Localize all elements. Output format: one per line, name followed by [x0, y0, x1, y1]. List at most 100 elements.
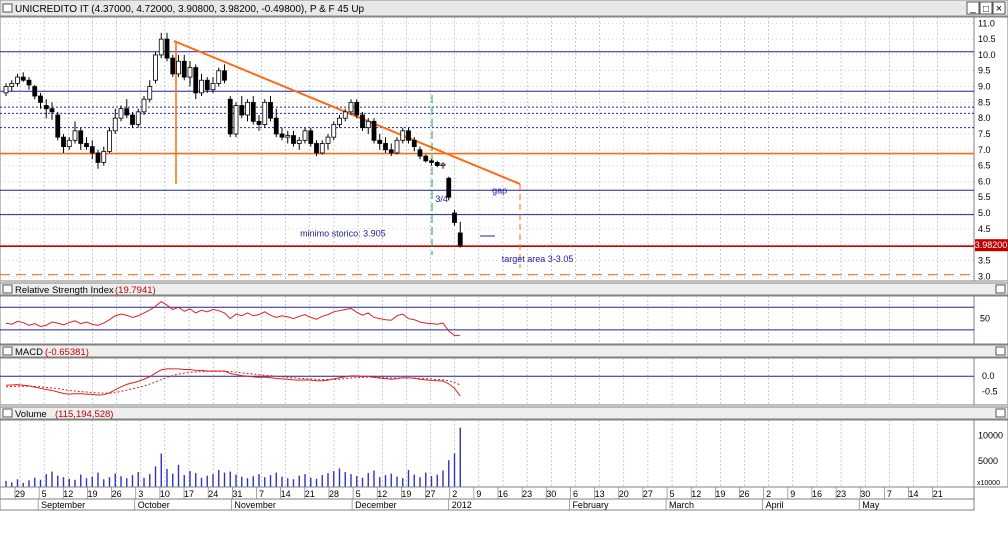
month-tick-label: December [355, 500, 397, 510]
candle-body [124, 108, 130, 116]
day-tick-label: 27 [643, 489, 653, 499]
price-tick-label: 9.5 [978, 66, 991, 76]
candle-body [285, 135, 291, 138]
candle-body [262, 101, 268, 125]
volume-header [0, 406, 1008, 420]
day-axis-row [0, 486, 975, 500]
volume-panel-icon [2, 408, 13, 418]
candle-body [273, 117, 279, 135]
candle-body [222, 70, 227, 81]
candle-body [371, 120, 377, 141]
candle-body [256, 120, 262, 125]
day-tick-label: 5 [670, 489, 675, 499]
day-tick-label: 7 [887, 489, 892, 499]
volume-layer: Volume (115,194,528) 10000 5000 x10000 [0, 408, 1008, 488]
day-tick-label: 30 [860, 489, 870, 499]
day-tick-label: 12 [63, 489, 73, 499]
price-tick-label: 10.5 [978, 34, 996, 44]
candle-body [38, 95, 43, 103]
month-tick-label: September [41, 500, 85, 510]
volume-resize-button[interactable] [995, 408, 1006, 418]
candle-body [84, 143, 89, 148]
day-tick-label: 10 [160, 489, 170, 499]
day-tick-label: 31 [232, 489, 242, 499]
price-axis [973, 16, 1008, 282]
candle-body [216, 70, 222, 84]
price-tick-label: 8.0 [978, 113, 991, 123]
candle-body [204, 79, 210, 91]
day-tick-label: 26 [739, 489, 749, 499]
volume-tick-label: 5000 [978, 456, 998, 466]
candle-body [135, 111, 141, 125]
volume-axis [973, 419, 1008, 488]
title-bar [0, 0, 1008, 17]
price-panel [0, 16, 975, 282]
macd-header [0, 344, 1008, 358]
candle-body [250, 101, 256, 122]
day-tick-label: 29 [15, 489, 25, 499]
price-tick-label: 11.0 [978, 18, 995, 28]
candle-body [176, 60, 181, 75]
price-annotation: 3/4 [435, 194, 448, 204]
candle-body [239, 105, 245, 116]
candle-body [452, 212, 457, 223]
rsi-tick-label: 50 [980, 314, 990, 324]
price-tick-label: 6.5 [978, 161, 991, 171]
macd-line [5, 368, 461, 397]
candle-body [406, 130, 411, 141]
candle-body [147, 86, 153, 100]
day-tick-label: 6 [573, 489, 578, 499]
candle-body [314, 143, 319, 154]
rsi-header [0, 282, 1008, 296]
rsi-value-label: (19.7941) [115, 285, 156, 296]
day-tick-label: 14 [281, 489, 291, 499]
candle-body [417, 149, 423, 157]
rsi-axis [973, 295, 1008, 345]
candle-body [331, 124, 337, 138]
candle-body [118, 108, 124, 119]
rsi-resize-button[interactable] [995, 284, 1006, 294]
candle-body [49, 108, 55, 113]
candle-body [377, 139, 383, 144]
candle-body [153, 54, 158, 81]
close-button[interactable]: × [992, 1, 1006, 15]
candle-body [20, 76, 26, 81]
month-tick-label: March [669, 500, 694, 510]
candlesticks [3, 32, 463, 248]
candle-body [457, 232, 463, 246]
price-tick-label: 7.5 [978, 129, 991, 139]
month-tick-label: November [234, 500, 276, 510]
macd-panel-icon [2, 346, 13, 356]
candle-body [55, 114, 61, 138]
day-tick-label: 9 [790, 489, 795, 499]
time-axis: 29 5 12 19 26 3 10 17 24 31 7 14 21 28 5 12 19 27 2 9 16 23 30… [0, 486, 975, 511]
day-tick-label: 16 [498, 489, 508, 499]
day-tick-label: 30 [546, 489, 556, 499]
last-price-label: 3.98200 [975, 240, 1008, 250]
candle-body [365, 120, 371, 129]
maximize-icon: □ [983, 4, 989, 15]
rsi-line [5, 301, 461, 337]
month-tick-label: October [138, 500, 170, 510]
candle-body [130, 114, 135, 125]
window-title: UNICREDITO IT (4.37000, 4.72000, 3.90800… [15, 4, 365, 15]
month-tick-label: May [862, 500, 880, 510]
candle-body [348, 101, 354, 113]
price-annotations: 3/4 gap minimo storico: 3.905 target area 3… [300, 185, 573, 264]
price-annotation: gap [492, 185, 507, 195]
macd-resize-button[interactable] [995, 346, 1006, 356]
candle-body [268, 101, 273, 119]
price-annotation: target area 3-3.05 [502, 254, 574, 264]
candle-body [245, 101, 250, 116]
candle-body [95, 152, 101, 163]
volume-unit-label: x10000 [977, 480, 1000, 487]
rsi-series [5, 301, 461, 337]
candle-body [170, 57, 176, 75]
candle-body [383, 143, 388, 151]
maximize-button[interactable]: □ [979, 1, 993, 15]
macd-signal-line [5, 370, 461, 394]
candle-body [61, 136, 66, 148]
window-icon [2, 3, 13, 13]
minimize-button[interactable]: _ [966, 1, 980, 15]
macd-tick-label: -0.5 [982, 386, 998, 396]
